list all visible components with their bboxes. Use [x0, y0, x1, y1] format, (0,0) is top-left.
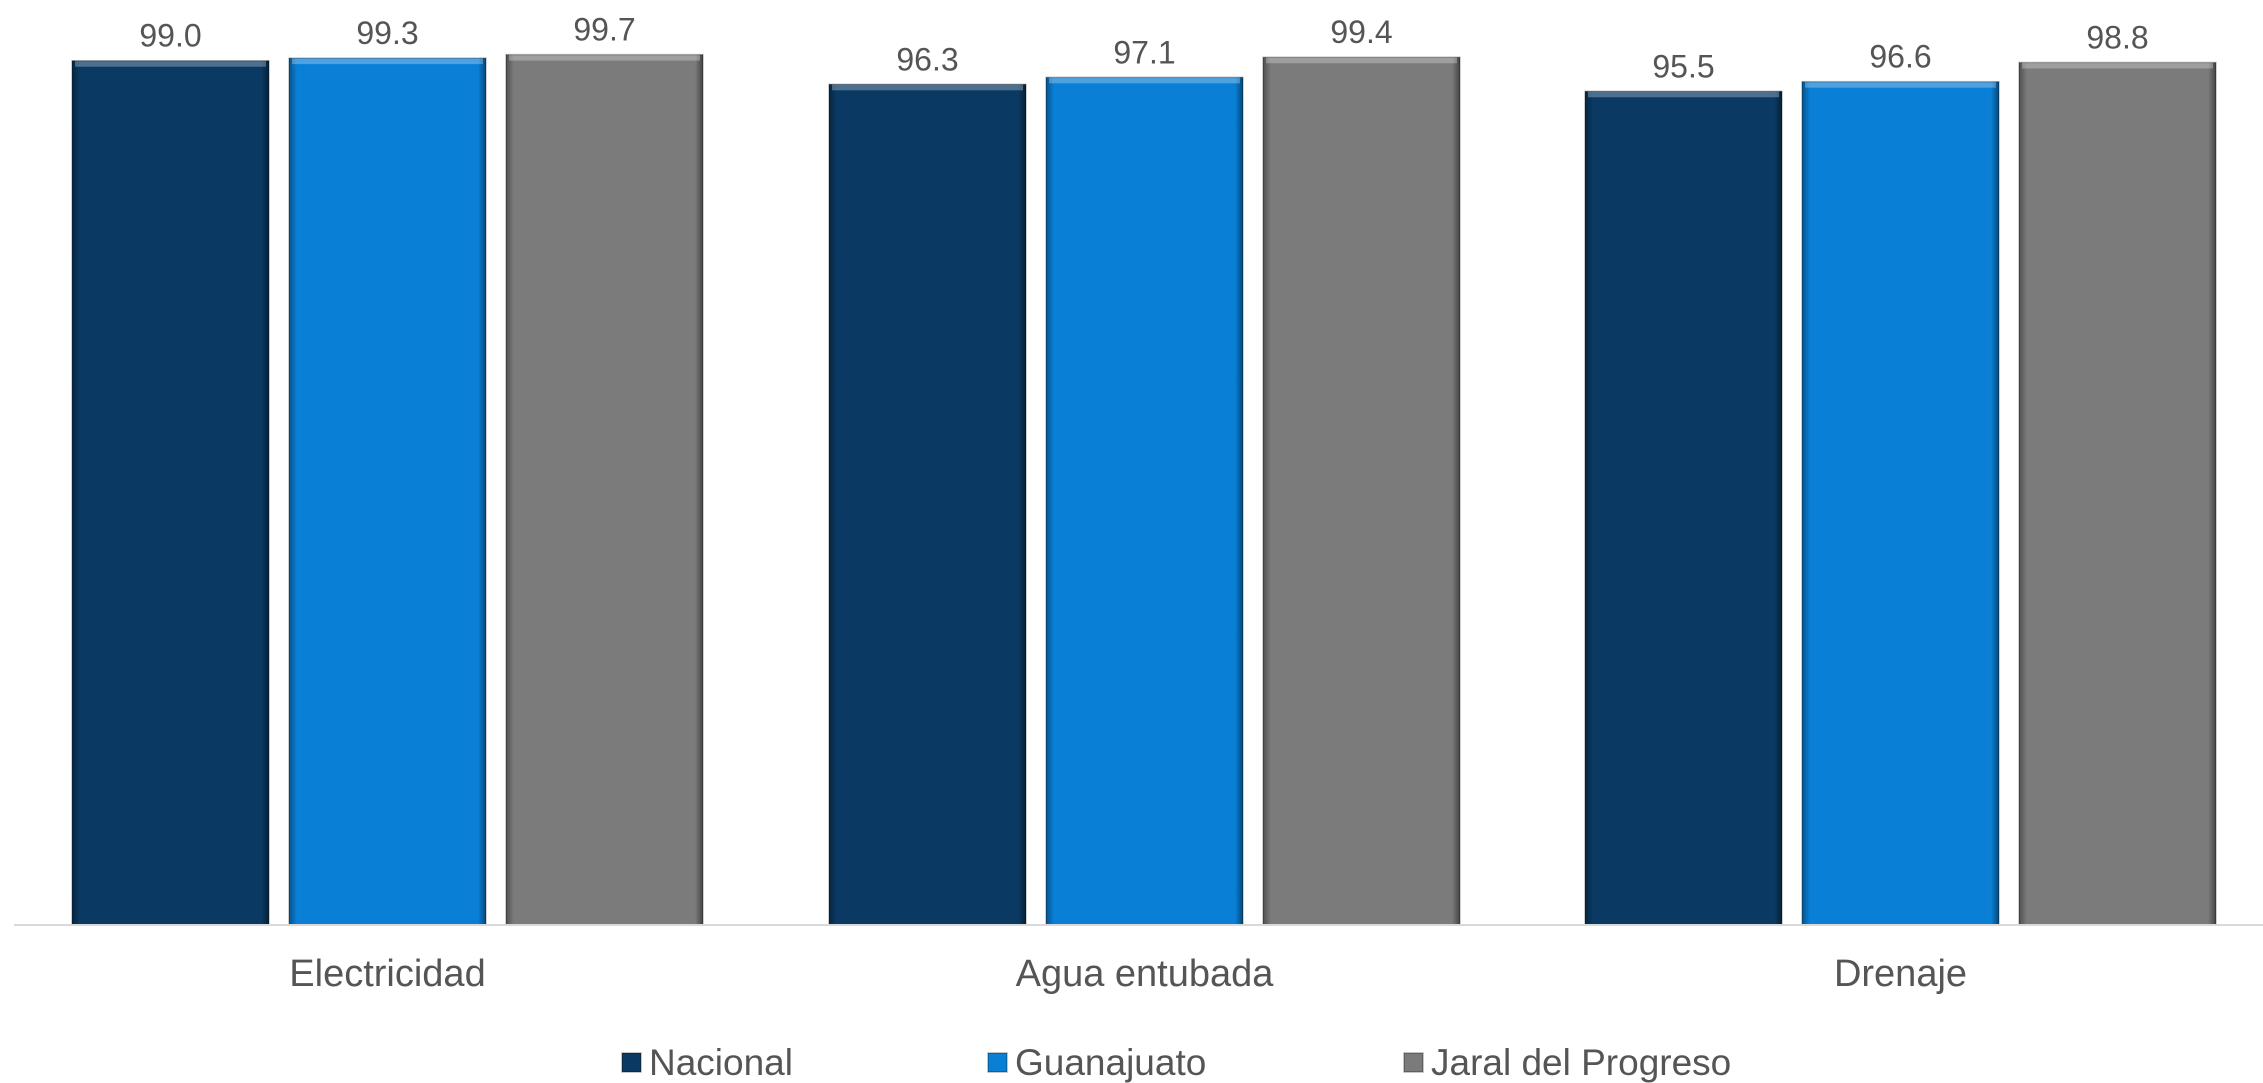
value-label-electricidad-jaral-del-progreso: 99.7 [573, 12, 635, 48]
value-label-electricidad-nacional: 99.0 [139, 18, 201, 54]
bars [71, 53, 2217, 926]
bar-electricidad-jaral-del-progreso [505, 53, 704, 926]
value-label-agua-entubada-jaral-del-progreso: 99.4 [1330, 14, 1392, 50]
bar-agua-entubada-guanajuato [1045, 76, 1244, 926]
legend-item-nacional: Nacional [621, 1042, 793, 1083]
legend-swatch-guanajuato [987, 1052, 1008, 1073]
legend-label-guanajuato: Guanajuato [1015, 1042, 1206, 1083]
category-labels: Electricidad Agua entubada Drenaje [289, 953, 1967, 995]
category-label-drenaje: Drenaje [1834, 953, 1967, 995]
bar-drenaje-guanajuato [1801, 80, 2000, 926]
bar-electricidad-guanajuato [288, 57, 487, 926]
legend: Nacional Guanajuato Jaral del Progreso [621, 1042, 1731, 1083]
legend-swatch-jaral-del-progreso [1403, 1052, 1424, 1073]
bar-drenaje-nacional [1584, 90, 1783, 926]
category-label-agua-entubada: Agua entubada [1016, 953, 1275, 995]
value-label-drenaje-guanajuato: 96.6 [1869, 39, 1931, 75]
bar-agua-entubada-nacional [828, 83, 1027, 926]
legend-item-guanajuato: Guanajuato [987, 1042, 1206, 1083]
value-label-agua-entubada-guanajuato: 97.1 [1113, 34, 1175, 70]
legend-item-jaral-del-progreso: Jaral del Progreso [1403, 1042, 1731, 1083]
legend-swatch-nacional [621, 1052, 642, 1073]
bar-drenaje-jaral-del-progreso [2018, 61, 2217, 926]
legend-label-jaral-del-progreso: Jaral del Progreso [1431, 1042, 1731, 1083]
bar-agua-entubada-jaral-del-progreso [1262, 56, 1461, 926]
value-label-drenaje-jaral-del-progreso: 98.8 [2086, 19, 2148, 55]
bar-electricidad-nacional [71, 59, 270, 926]
value-label-drenaje-nacional: 95.5 [1652, 48, 1714, 84]
legend-label-nacional: Nacional [649, 1042, 793, 1083]
value-labels: 99.0 99.3 99.7 96.3 97.1 99.4 95.5 96.6 98.8 [139, 12, 2148, 85]
value-label-electricidad-guanajuato: 99.3 [356, 15, 418, 51]
value-label-agua-entubada-nacional: 96.3 [896, 41, 958, 77]
category-label-electricidad: Electricidad [289, 953, 485, 995]
